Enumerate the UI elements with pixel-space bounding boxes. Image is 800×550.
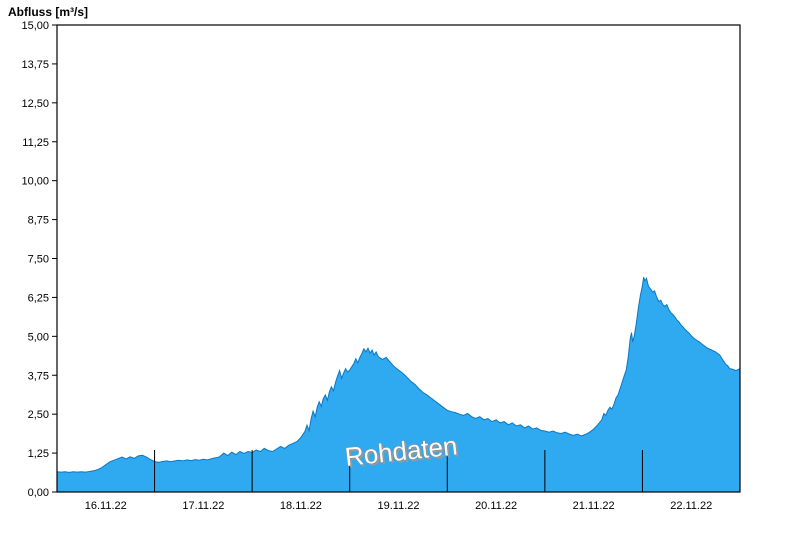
x-tick-label: 22.11.22 [670, 500, 712, 512]
y-tick-label: 3,75 [28, 370, 49, 382]
x-tick-label: 19.11.22 [377, 500, 419, 512]
y-tick-label: 1,25 [28, 448, 49, 460]
x-tick-label: 21.11.22 [573, 500, 615, 512]
y-tick-label: 11,25 [22, 137, 49, 149]
y-tick-label: 7,50 [28, 254, 49, 266]
y-tick-label: 0,00 [28, 487, 49, 499]
chart-title: Abfluss [m³/s] [8, 5, 89, 19]
x-tick-label: 20.11.22 [475, 500, 517, 512]
x-tick-label: 17.11.22 [182, 500, 224, 512]
y-tick-label: 12,50 [21, 98, 49, 110]
x-tick-label: 18.11.22 [280, 500, 322, 512]
y-tick-label: 6,25 [28, 292, 49, 304]
y-tick-label: 13,75 [21, 59, 49, 71]
y-tick-label: 5,00 [28, 331, 49, 343]
discharge-area-series [56, 277, 741, 493]
y-tick-label: 2,50 [28, 409, 49, 421]
y-tick-label: 10,00 [21, 176, 49, 188]
y-tick-label: 15,00 [21, 20, 49, 32]
x-tick-label: 16.11.22 [85, 500, 127, 512]
y-tick-label: 8,75 [28, 215, 49, 227]
